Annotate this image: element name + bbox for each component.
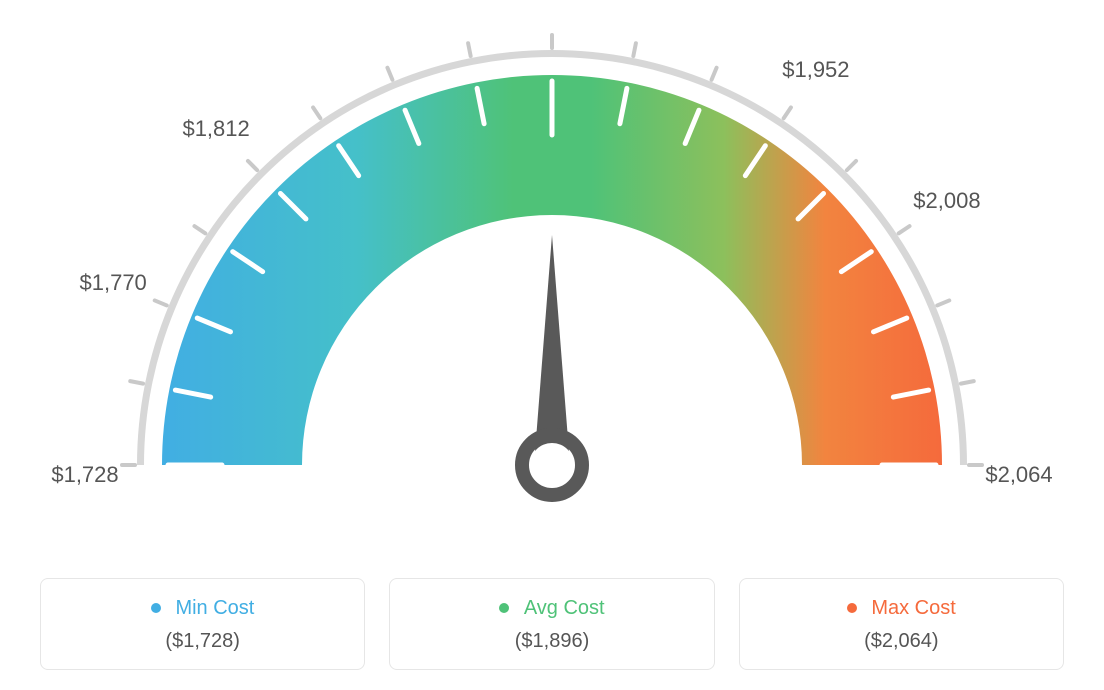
gauge-svg <box>0 0 1104 555</box>
max-cost-header: Max Cost <box>750 597 1053 620</box>
min-cost-header: Min Cost <box>51 597 354 620</box>
max-cost-card: Max Cost ($2,064) <box>739 578 1064 670</box>
min-cost-value: ($1,728) <box>51 630 354 653</box>
legend-cards: Min Cost ($1,728) Avg Cost ($1,896) Max … <box>0 578 1104 670</box>
cost-gauge-widget: $1,728$1,770$1,812$1,896$1,952$2,008$2,0… <box>0 0 1104 690</box>
tick-label: $1,770 <box>80 270 147 296</box>
tick-label: $1,952 <box>782 57 849 83</box>
tick-label: $2,008 <box>913 188 980 214</box>
tick-label: $2,064 <box>985 462 1052 488</box>
max-cost-label: Max Cost <box>871 597 955 619</box>
avg-cost-value: ($1,896) <box>400 630 703 653</box>
tick-label: $1,812 <box>182 116 249 142</box>
gauge-chart: $1,728$1,770$1,812$1,896$1,952$2,008$2,0… <box>0 0 1104 555</box>
tick-label: $1,728 <box>51 462 118 488</box>
avg-cost-label: Avg Cost <box>524 597 605 619</box>
min-cost-card: Min Cost ($1,728) <box>40 578 365 670</box>
min-dot-icon <box>151 603 161 613</box>
max-cost-value: ($2,064) <box>750 630 1053 653</box>
min-cost-label: Min Cost <box>175 597 254 619</box>
avg-cost-header: Avg Cost <box>400 597 703 620</box>
avg-cost-card: Avg Cost ($1,896) <box>389 578 714 670</box>
avg-dot-icon <box>499 603 509 613</box>
max-dot-icon <box>847 603 857 613</box>
